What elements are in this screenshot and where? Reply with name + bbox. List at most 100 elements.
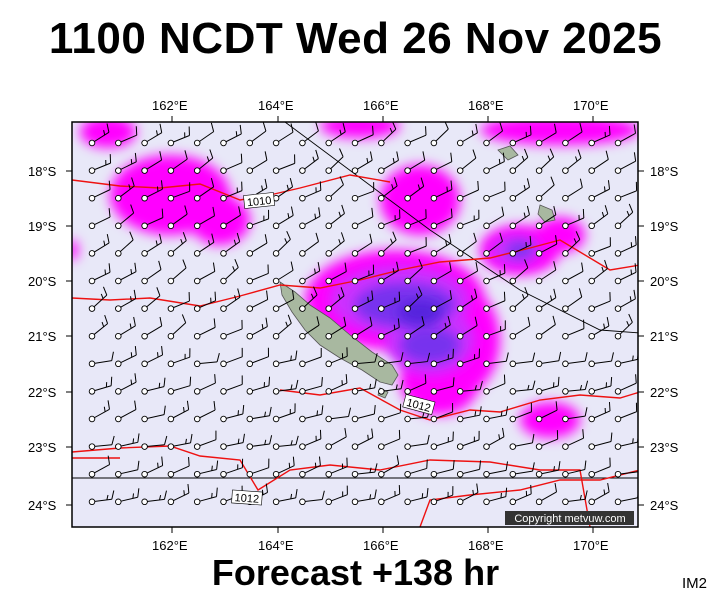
wind-barb	[483, 206, 505, 230]
wind-barb	[272, 206, 294, 230]
wind-barb	[246, 317, 268, 340]
wind-barb	[193, 487, 218, 506]
wind-barb	[456, 460, 482, 478]
wind-barb	[299, 490, 325, 506]
wind-barb	[220, 458, 244, 478]
wind-barb	[351, 264, 375, 285]
wind-barb	[325, 287, 345, 312]
wind-barb	[483, 487, 508, 506]
wind-barb	[483, 427, 505, 450]
wind-barb	[272, 350, 298, 368]
wind-barb	[167, 484, 190, 506]
wind-barb	[456, 348, 480, 368]
lat-label-right-19: 19°S	[650, 219, 679, 234]
lon-label-bottom-162: 162°E	[152, 538, 188, 553]
wind-barb	[272, 154, 296, 174]
wind-barb	[378, 403, 402, 423]
wind-barb	[588, 483, 610, 506]
wind-barb	[272, 314, 292, 340]
wind-barb	[351, 151, 373, 174]
wind-barb	[430, 152, 453, 174]
wind-barb	[246, 151, 268, 174]
wind-barb	[456, 123, 478, 147]
lon-label-bottom-166: 166°E	[363, 538, 399, 553]
wind-barb	[430, 402, 454, 423]
wind-barb	[351, 207, 374, 230]
wind-barb	[430, 431, 454, 450]
lat-label-left-18: 18°S	[28, 164, 57, 179]
wind-barb	[483, 461, 509, 478]
wind-barb	[378, 151, 399, 174]
wind-barb	[115, 126, 138, 147]
wind-barb	[562, 407, 588, 423]
wind-barb	[246, 406, 272, 423]
wind-barb	[299, 207, 321, 230]
forecast-hours: Forecast +138 hr	[211, 552, 500, 593]
frame-ticks	[66, 116, 644, 533]
wind-barb	[272, 177, 294, 202]
wind-barb	[141, 490, 167, 506]
wind-barb	[115, 488, 140, 506]
wind-barb	[456, 180, 479, 202]
copyright-text: Copyright metvuw.com	[514, 513, 625, 525]
lon-label-bottom-164: 164°E	[258, 538, 294, 553]
wind-barb	[220, 433, 245, 450]
wind-barb	[351, 463, 378, 478]
wind-barb	[509, 286, 529, 312]
wind-barb	[299, 405, 324, 423]
wind-barb	[430, 348, 454, 368]
wind-barb	[456, 380, 483, 395]
wind-barb	[614, 289, 636, 312]
wind-barb	[562, 288, 583, 312]
wind-barb	[562, 149, 582, 174]
wind-barb	[299, 429, 322, 450]
wind-barb	[535, 235, 558, 257]
wind-barb	[535, 315, 556, 340]
wind-barb	[272, 435, 299, 450]
wind-barb	[141, 123, 163, 147]
wind-barb	[272, 456, 295, 478]
wind-barb	[141, 435, 168, 450]
isobar-label-1: 1010	[243, 192, 275, 209]
wind-barb	[167, 259, 187, 285]
lon-label-bottom-170: 170°E	[573, 538, 609, 553]
wind-barb	[509, 462, 535, 478]
lat-label-left-23: 23°S	[28, 440, 57, 455]
wind-barb	[535, 205, 557, 230]
wind-barb	[351, 316, 373, 340]
wind-barb	[115, 460, 140, 478]
lon-label-top-166: 166°E	[363, 98, 399, 113]
wind-barb	[535, 261, 557, 285]
wind-barb	[325, 262, 347, 285]
wind-barb	[272, 290, 295, 312]
wind-barb	[430, 262, 452, 285]
wind-barb	[378, 231, 397, 257]
wind-barb	[430, 460, 455, 478]
wind-barb	[299, 456, 321, 478]
wind-barb	[141, 456, 164, 478]
wind-barb	[378, 177, 398, 202]
wind-barbs	[88, 122, 638, 506]
wind-barb	[167, 150, 188, 174]
wind-barb	[404, 177, 425, 202]
wind-barb	[141, 345, 164, 368]
wind-barb	[483, 122, 503, 147]
wind-barb	[535, 376, 560, 395]
wind-barb	[167, 348, 191, 368]
wind-barb	[483, 232, 503, 257]
wind-barb	[193, 401, 216, 423]
wind-barb	[193, 291, 217, 312]
wind-barb	[404, 459, 428, 478]
wind-barb	[378, 455, 400, 478]
wind-barb	[588, 259, 608, 285]
wind-barb	[193, 177, 215, 202]
boundary-line	[284, 122, 638, 334]
wind-barb	[456, 288, 478, 312]
wind-barb	[535, 430, 559, 450]
wind-barb	[509, 402, 532, 423]
wind-barb	[430, 208, 453, 230]
wind-barb	[588, 457, 611, 478]
wind-barb	[404, 488, 429, 506]
wind-barb	[378, 261, 399, 285]
wind-barb	[115, 400, 137, 423]
